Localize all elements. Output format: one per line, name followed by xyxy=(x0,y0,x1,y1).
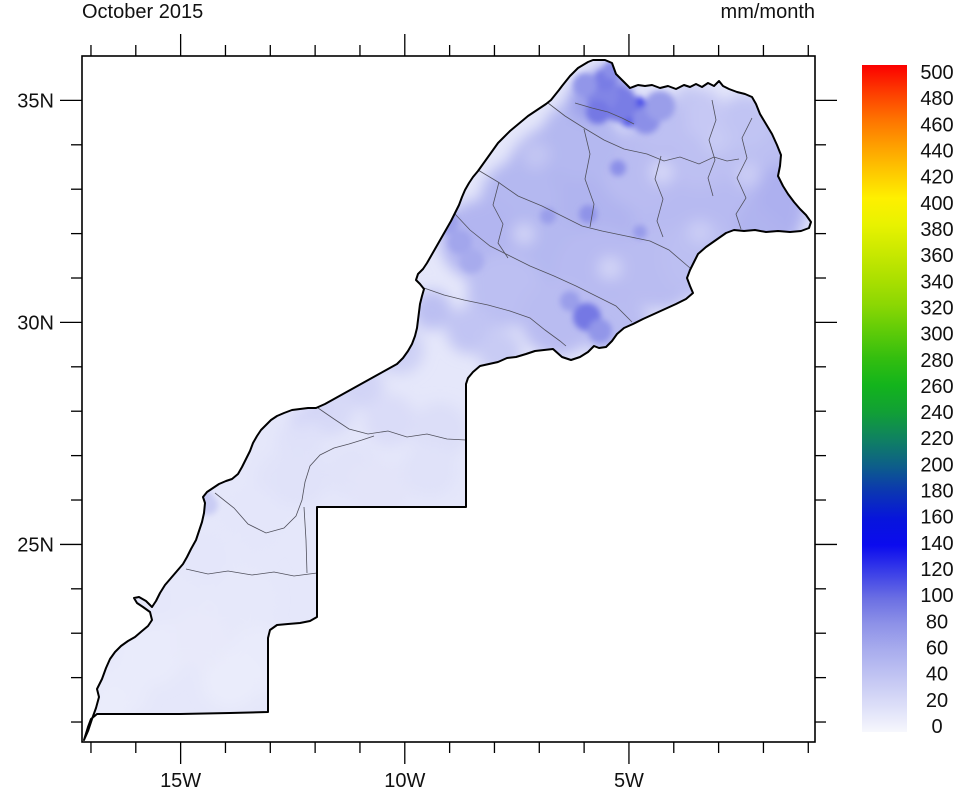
country-outline xyxy=(83,59,812,741)
colorbar-label: 80 xyxy=(926,611,948,633)
longitude-label: 10W xyxy=(384,770,425,792)
map-frame xyxy=(81,55,816,743)
colorbar-label: 120 xyxy=(920,559,953,581)
colorbar-label: 200 xyxy=(920,454,953,476)
colorbar-label: 60 xyxy=(926,638,948,660)
latitude-label: 35N xyxy=(17,90,54,112)
precip-field xyxy=(84,60,811,740)
colorbar-label: 500 xyxy=(920,62,953,84)
colorbar-label: 260 xyxy=(920,376,953,398)
figure-title: October 2015 xyxy=(82,1,204,23)
colorbar-label: 160 xyxy=(920,507,953,529)
colorbar-label: 280 xyxy=(920,350,953,372)
colorbar-label: 20 xyxy=(926,690,948,712)
colorbar-label: 420 xyxy=(920,167,953,189)
latitude-label: 30N xyxy=(17,312,54,334)
colorbar-label: 380 xyxy=(920,219,953,241)
colorbar-label: 300 xyxy=(920,324,953,346)
colorbar-label: 400 xyxy=(920,193,953,215)
colorbar-label: 0 xyxy=(931,716,942,738)
colorbar-label: 100 xyxy=(920,585,953,607)
latitude-label: 25N xyxy=(17,534,54,556)
colorbar-label: 220 xyxy=(920,428,953,450)
longitude-label: 5W xyxy=(614,770,644,792)
colorbar-units-label: mm/month xyxy=(720,1,815,23)
colorbar-label: 180 xyxy=(920,481,953,503)
colorbar-label: 40 xyxy=(926,664,948,686)
colorbar-label: 140 xyxy=(920,533,953,555)
axis-ticks xyxy=(60,34,837,764)
colorbar-label: 340 xyxy=(920,271,953,293)
colorbar-label: 240 xyxy=(920,402,953,424)
colorbar-label: 460 xyxy=(920,114,953,136)
longitude-label: 15W xyxy=(160,770,201,792)
colorbar xyxy=(862,65,907,732)
colorbar-label: 480 xyxy=(920,88,953,110)
colorbar-label: 440 xyxy=(920,140,953,162)
region-boundaries xyxy=(185,99,753,577)
colorbar-label: 360 xyxy=(920,245,953,267)
colorbar-label: 320 xyxy=(920,297,953,319)
